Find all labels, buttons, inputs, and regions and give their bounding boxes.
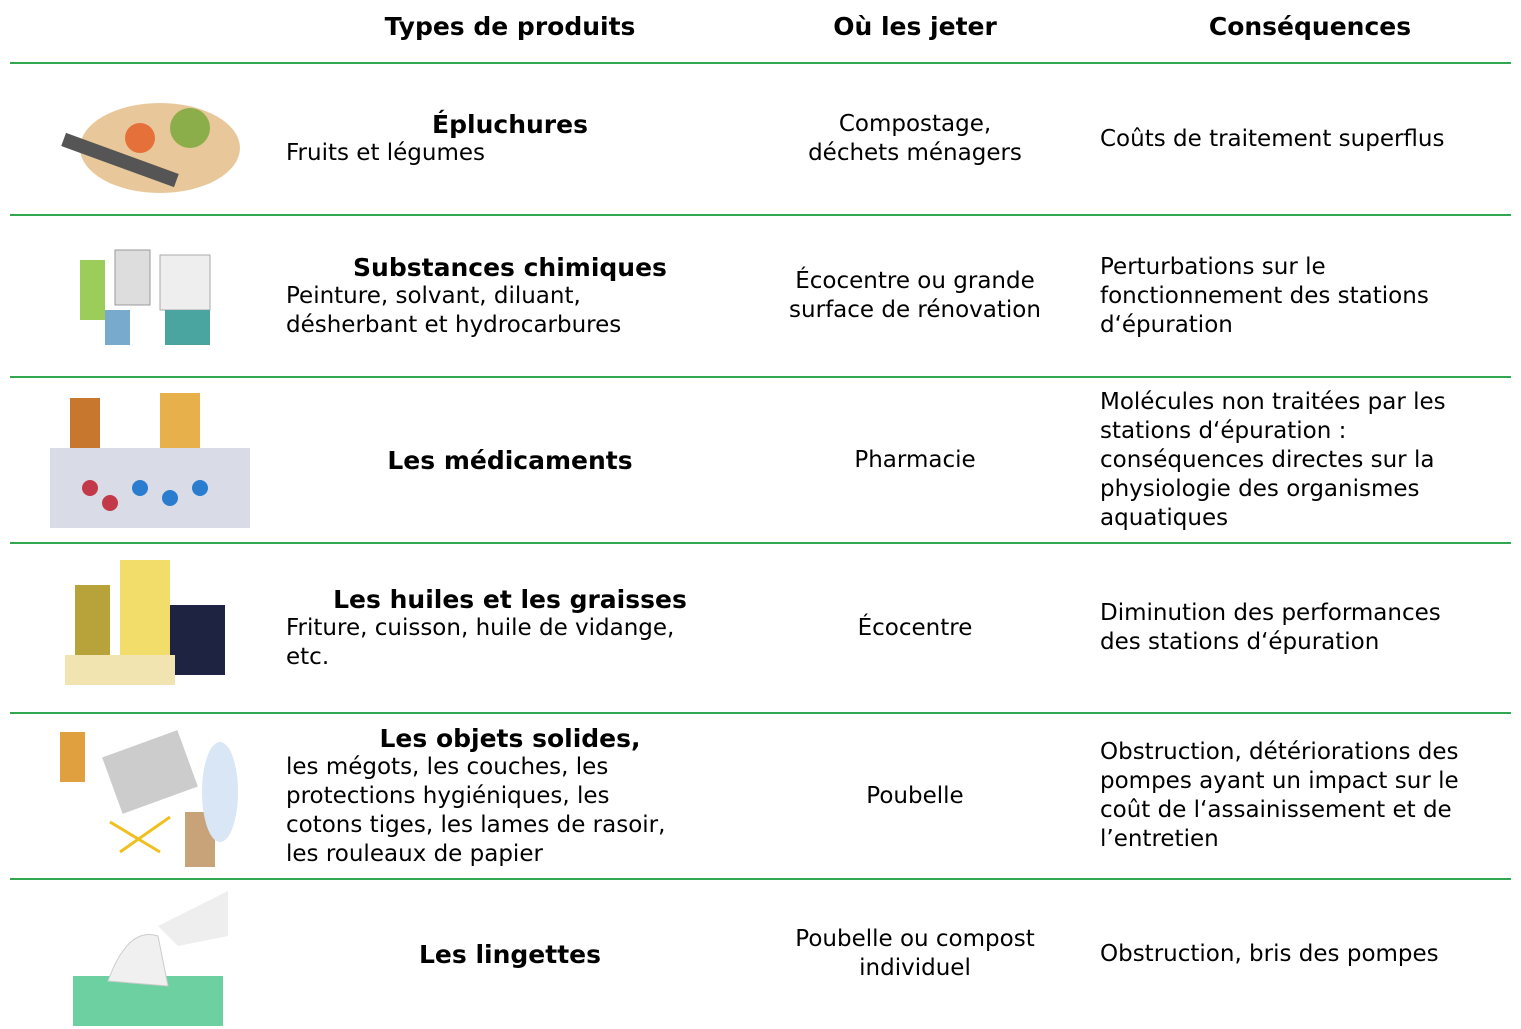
product-detail: les mégots, les couches, les — [286, 753, 609, 780]
wipes-image — [73, 891, 228, 1026]
product-title: Les lingettes — [419, 939, 601, 969]
product-cell: Les huiles et les graisses Friture, cuiss… — [270, 543, 750, 713]
where-text: déchets ménagers — [808, 140, 1022, 166]
chemicals-image — [80, 249, 211, 345]
product-detail: etc. — [286, 643, 330, 670]
peelings-image — [61, 103, 240, 193]
consequence-text: l’entretien — [1100, 826, 1219, 852]
consequence-text: pompes ayant un impact sur le — [1100, 768, 1459, 794]
product-cell: Substances chimiques Peinture, solvant, d… — [270, 215, 750, 377]
product-detail: les rouleaux de papier — [286, 840, 543, 867]
where-cell: Pharmacie — [760, 377, 1070, 543]
header-type: Types de produits — [384, 12, 636, 41]
table-row: Les objets solides, les mégots, les couch… — [0, 713, 1521, 879]
row-divider — [10, 878, 1511, 880]
product-detail: désherbant et hydrocarbures — [286, 311, 622, 338]
product-title: Épluchures — [432, 110, 588, 139]
consequence-cell: Perturbations sur le fonctionnement des s… — [1100, 215, 1515, 377]
where-cell: Écocentre ou grande surface de rénovation — [760, 215, 1070, 377]
header-where: Où les jeter — [833, 12, 997, 41]
product-detail: Peinture, solvant, diluant, — [286, 282, 581, 309]
product-title: Les huiles et les graisses — [333, 584, 687, 614]
consequence-text: des stations d‘épuration — [1100, 629, 1380, 655]
header-consequences: Conséquences — [1208, 12, 1412, 41]
consequence-text: aquatiques — [1100, 504, 1229, 531]
product-title: Les objets solides, — [379, 723, 641, 753]
consequence-text: Obstruction, bris des pompes — [1100, 940, 1439, 967]
where-cell: Poubelle — [760, 713, 1070, 879]
product-detail: protections hygiéniques, les — [286, 782, 610, 809]
product-title: Les médicaments — [387, 445, 633, 475]
consequence-text: Obstruction, détériorations des — [1100, 739, 1459, 765]
product-cell: Les objets solides, les mégots, les couch… — [270, 713, 750, 879]
consequence-cell: Diminution des performances des stations … — [1100, 543, 1515, 713]
consequence-text: Perturbations sur le — [1100, 253, 1326, 280]
where-text: Pharmacie — [854, 446, 976, 473]
product-cell: Épluchures Fruits et légumes — [270, 63, 750, 215]
consequence-cell: Obstruction, bris des pompes — [1100, 879, 1515, 1029]
row-divider — [10, 712, 1511, 714]
consequence-text: Molécules non traitées par les — [1100, 388, 1446, 415]
table-row: Les huiles et les graisses Friture, cuiss… — [0, 543, 1521, 713]
consequence-cell: Molécules non traitées par les stations d… — [1100, 377, 1515, 543]
consequence-text: fonctionnement des stations — [1100, 282, 1429, 309]
oils-image — [65, 560, 225, 685]
product-title: Substances chimiques — [353, 252, 667, 282]
row-divider — [10, 376, 1511, 378]
where-cell: Compostage, déchets ménagers — [760, 63, 1070, 215]
where-text: Poubelle ou compost — [795, 926, 1035, 952]
consequence-text: conséquences directes sur la — [1100, 446, 1435, 473]
consequence-cell: Obstruction, détériorations des pompes ay… — [1100, 713, 1515, 879]
consequence-cell: Coûts de traitement superflus — [1100, 63, 1515, 215]
product-detail: cotons tiges, les lames de rasoir, — [286, 811, 666, 838]
solids-image — [60, 730, 238, 867]
where-text: Écocentre — [857, 614, 973, 641]
where-cell: Poubelle ou compost individuel — [760, 879, 1070, 1029]
where-text: Écocentre ou grande — [795, 268, 1035, 294]
table-row: Les lingettes Poubelle ou compost individu… — [0, 879, 1521, 1029]
where-text: Compostage, — [838, 111, 992, 137]
row-divider — [10, 62, 1511, 64]
consequence-text: d‘épuration — [1100, 311, 1233, 338]
product-detail: Friture, cuisson, huile de vidange, — [286, 614, 675, 641]
product-cell: Les lingettes — [270, 879, 750, 1029]
row-divider — [10, 214, 1511, 216]
where-cell: Écocentre — [760, 543, 1070, 713]
consequence-text: Coûts de traitement superflus — [1100, 125, 1445, 152]
where-text: Poubelle — [866, 782, 964, 809]
table-row: Épluchures Fruits et légumes Compostage, dé… — [0, 63, 1521, 215]
table-row: Substances chimiques Peinture, solvant, d… — [0, 215, 1521, 377]
product-detail: Fruits et légumes — [286, 140, 486, 166]
where-text: surface de rénovation — [789, 297, 1041, 323]
consequence-text: physiologie des organismes — [1100, 475, 1420, 502]
consequence-text: Diminution des performances — [1100, 600, 1441, 626]
product-cell: Les médicaments — [270, 377, 750, 543]
where-text: individuel — [859, 955, 971, 981]
consequence-text: coût de l‘assainissement et de — [1100, 797, 1452, 823]
table-row: Les médicaments Pharmacie Molécules non tr… — [0, 377, 1521, 543]
row-divider — [10, 542, 1511, 544]
consequence-text: stations d‘épuration : — [1100, 417, 1347, 444]
medicines-image — [50, 393, 250, 528]
